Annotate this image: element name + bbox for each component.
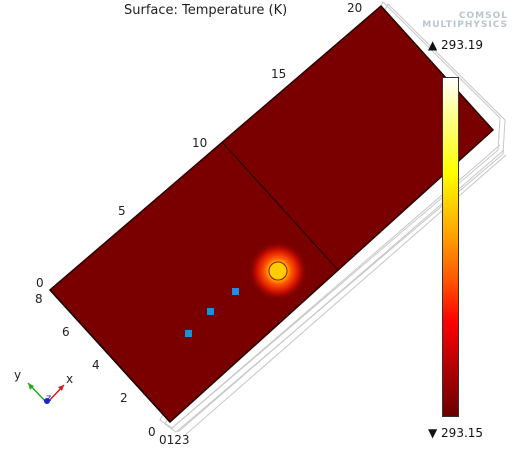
sensor-marker[interactable] — [185, 330, 192, 337]
axis-tick-short: 0 — [148, 425, 156, 439]
axis-tick-long: 15 — [271, 67, 287, 81]
block-edge-left — [49, 289, 171, 423]
logo-line-1: COMSOL — [458, 11, 508, 21]
comsol-logo: COMSOL MULTIPHYSICS — [412, 12, 508, 34]
axis-tick-corner: 0123 — [159, 433, 190, 447]
triad-x-label: x — [66, 372, 74, 386]
heat-source[interactable] — [268, 261, 288, 281]
triad-y-label: y — [14, 368, 22, 382]
colorbar-max-label: ▲ 293.19 — [428, 38, 484, 52]
triad-z-label: z — [46, 393, 52, 404]
axis-tick-long: 0 — [36, 276, 44, 290]
axis-tick-long: 10 — [192, 136, 208, 150]
axis-tick-short: 4 — [92, 358, 100, 372]
sensor-marker[interactable] — [207, 308, 214, 315]
plot-title: Surface: Temperature (K) — [124, 3, 288, 18]
axis-tick-long: 5 — [118, 204, 126, 218]
logo-line-2: MULTIPHYSICS — [422, 20, 508, 30]
axis-tick-long: 20 — [347, 1, 363, 15]
axis-tick-short: 8 — [35, 292, 43, 306]
sensor-marker[interactable] — [232, 288, 239, 295]
axis-tick-short: 6 — [62, 325, 70, 339]
axis-tick-short: 2 — [120, 391, 128, 405]
axis-triad — [27, 382, 65, 404]
colorbar — [442, 77, 459, 417]
block-divider — [221, 141, 339, 271]
colorbar-min-label: ▼ 293.15 — [428, 426, 484, 440]
